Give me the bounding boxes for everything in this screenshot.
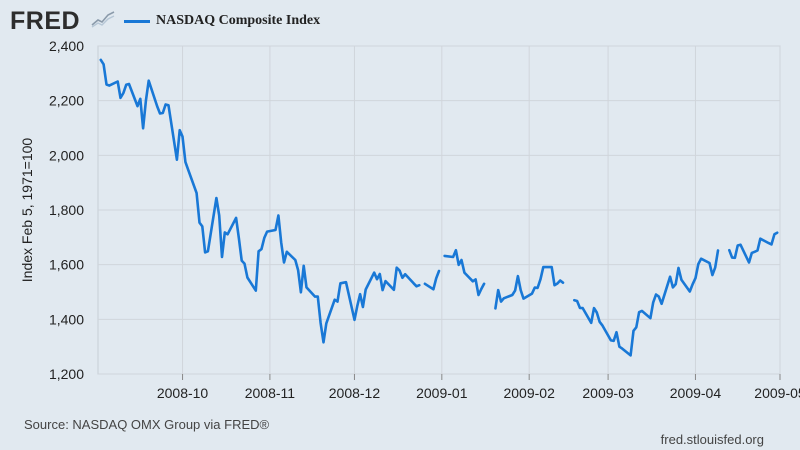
series-line-segment [443, 248, 486, 297]
legend-label: NASDAQ Composite Index [156, 13, 321, 28]
x-tick-label: 2008-12 [329, 385, 381, 401]
y-axis-label: Index Feb 5, 1971=100 [19, 138, 35, 283]
y-tick-label: 2,400 [49, 38, 84, 54]
y-tick-label: 2,000 [49, 147, 84, 163]
x-tick-label: 2008-10 [157, 385, 209, 401]
y-tick-label: 1,600 [49, 257, 84, 273]
series-line-segment [727, 231, 779, 264]
y-tick-label: 1,800 [49, 202, 84, 218]
series-line-segment [572, 249, 720, 357]
y-tick-label: 1,400 [49, 311, 84, 327]
x-tick-label: 2009-05 [754, 385, 800, 401]
x-tick-label: 2009-04 [670, 385, 722, 401]
series-group [99, 58, 779, 357]
y-tick-label: 2,200 [49, 93, 84, 109]
series-line-segment [99, 58, 421, 344]
x-tick-label: 2008-11 [245, 385, 296, 401]
fred-logo[interactable]: FRED [10, 7, 81, 35]
legend-line-swatch [124, 20, 150, 23]
source-note: Source: NASDAQ OMX Group via FRED® [24, 417, 270, 432]
x-tick-label: 2009-01 [416, 385, 468, 401]
site-credit[interactable]: fred.stlouisfed.org [660, 432, 764, 447]
y-tick-label: 1,200 [49, 366, 84, 382]
chart-header: FRED NASDAQ Composite Index [0, 0, 800, 40]
x-tick-label: 2009-02 [503, 385, 555, 401]
fred-logo-graph-icon [91, 10, 115, 28]
x-tick-label: 2009-03 [582, 385, 634, 401]
series-line-segment [423, 269, 441, 291]
series-line-segment [494, 265, 565, 310]
